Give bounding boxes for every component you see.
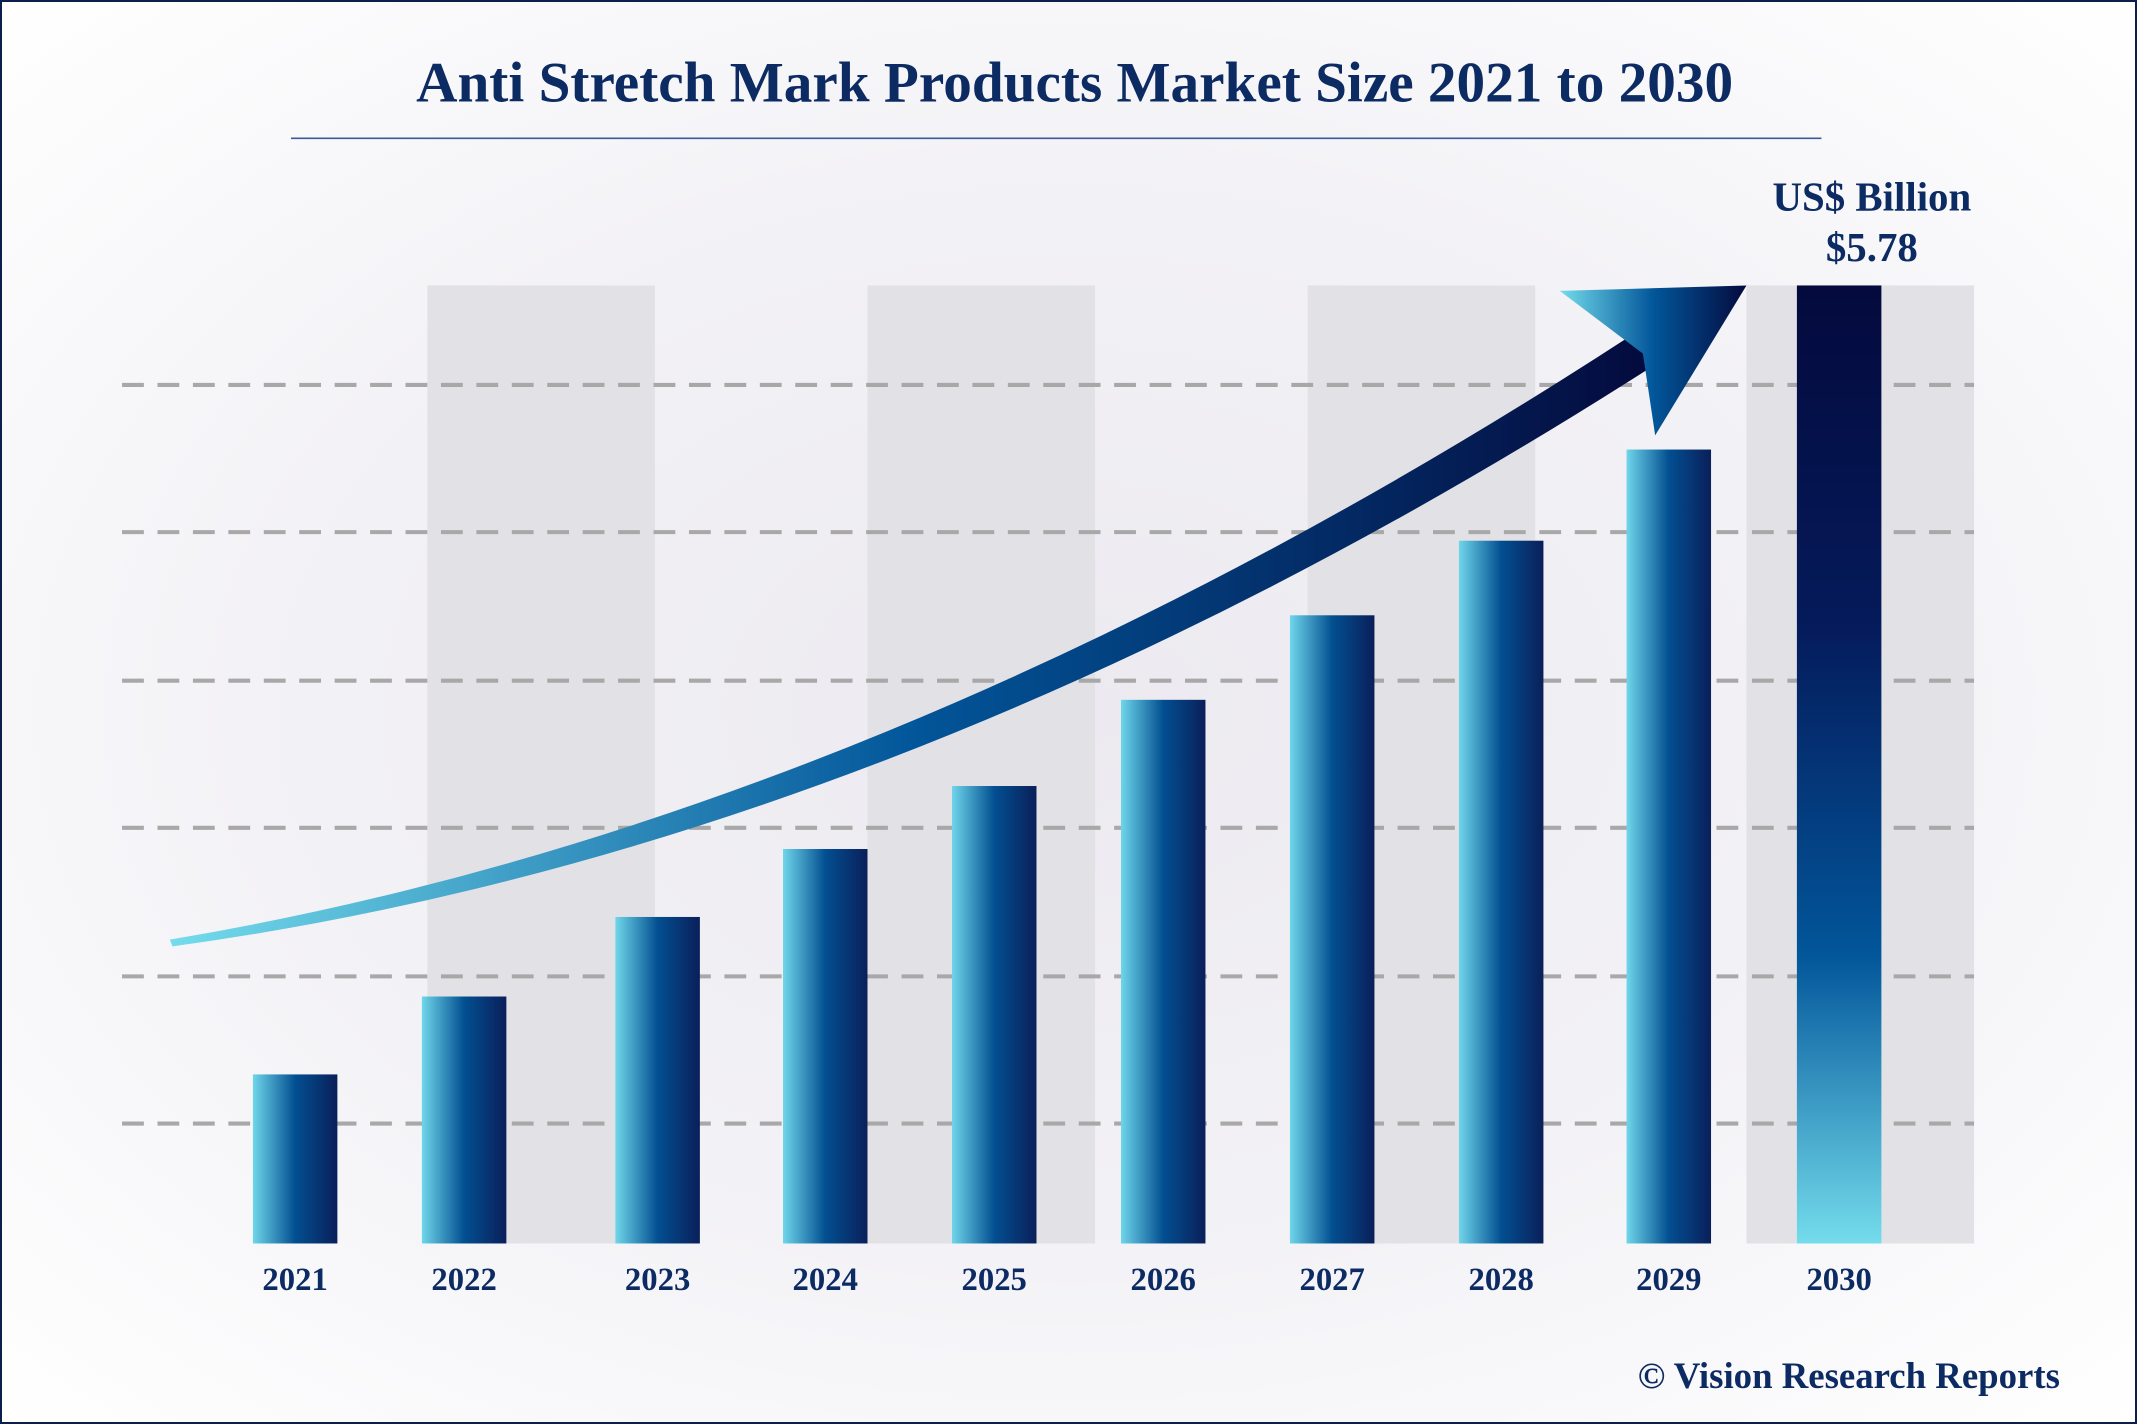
trend-arrow xyxy=(169,285,1747,947)
x-tick-label: 2030 xyxy=(1806,1262,1871,1298)
highlight-value-label: $5.78 xyxy=(1826,225,1918,270)
x-tick-label: 2028 xyxy=(1468,1262,1533,1298)
bar-2028 xyxy=(1458,540,1544,1244)
copyright-footer: © Vision Research Reports xyxy=(1638,1355,2060,1396)
unit-label: US$ Billion xyxy=(1772,175,1971,220)
bar-2025 xyxy=(951,786,1037,1244)
x-tick-label: 2027 xyxy=(1300,1262,1365,1298)
x-tick-label: 2023 xyxy=(625,1262,690,1298)
bar-2022 xyxy=(421,996,507,1244)
bar-2029 xyxy=(1626,449,1712,1244)
bar-2024 xyxy=(783,848,868,1244)
chart-title: Anti Stretch Mark Products Market Size 2… xyxy=(416,51,1733,114)
x-tick-label: 2024 xyxy=(793,1262,858,1298)
x-tick-label: 2029 xyxy=(1636,1262,1701,1298)
bar-2021 xyxy=(252,1074,338,1244)
trend-arrow-head xyxy=(1559,285,1747,436)
bar-2023 xyxy=(615,916,700,1244)
x-tick-label: 2025 xyxy=(962,1262,1027,1298)
x-tick-label: 2021 xyxy=(262,1262,327,1298)
bar-2030 xyxy=(1796,285,1882,1244)
bar-2026 xyxy=(1120,699,1206,1244)
x-tick-label: 2022 xyxy=(431,1262,496,1298)
bar-2027 xyxy=(1289,615,1375,1244)
x-tick-label: 2026 xyxy=(1131,1262,1196,1298)
